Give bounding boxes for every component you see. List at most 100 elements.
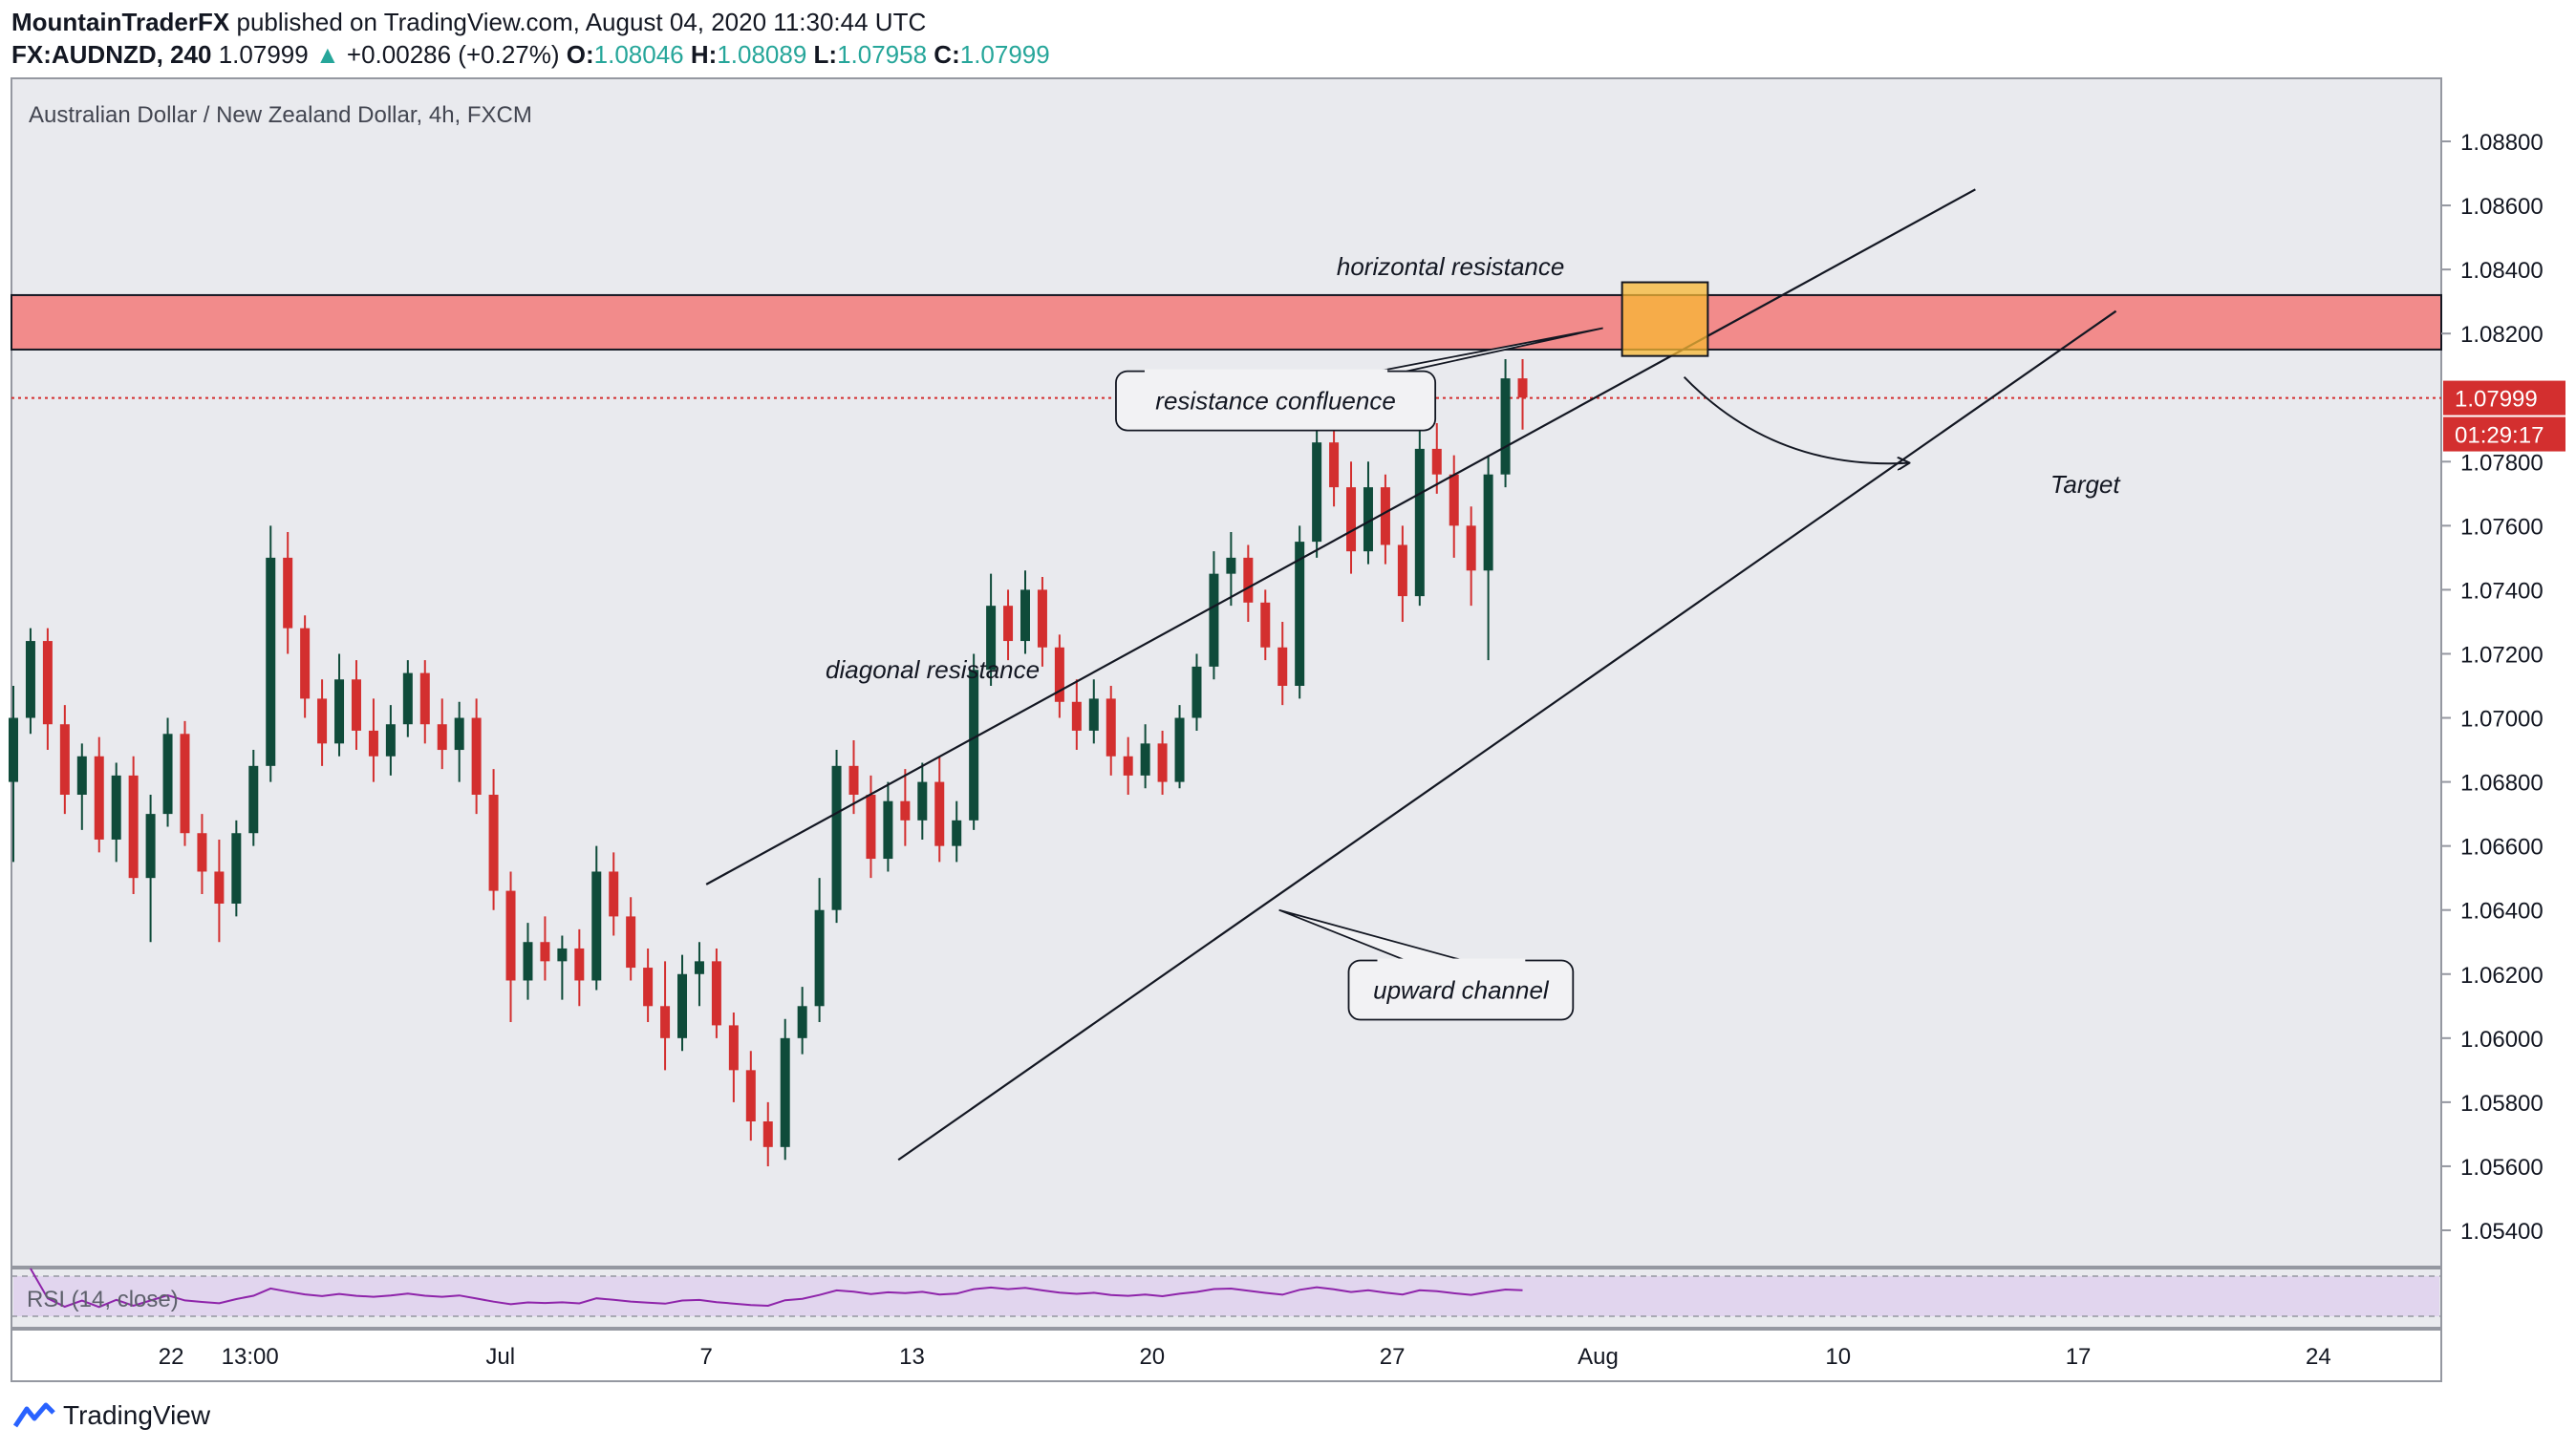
candle-body [111,775,121,840]
candle-body [1295,542,1305,686]
candle [866,775,876,879]
candle-body [883,800,893,860]
candle [317,679,328,766]
candle [797,987,807,1055]
countdown-badge-bg [2443,416,2565,452]
y-tick-label: 1.06600 [2460,835,2544,861]
candle [1295,525,1305,699]
diagonal-resistance-label[interactable]: diagonal resistance [826,655,1040,684]
candle-body [1466,525,1476,571]
candle-body [1226,557,1236,574]
candle-body [1260,602,1271,648]
candle [1226,532,1236,607]
horizontal-resistance-zone[interactable] [11,293,2442,351]
channel-support-line[interactable] [897,309,2117,1162]
candle-body [488,795,499,891]
upward-channel-label[interactable]: upward channel [1278,908,1575,1021]
low-label: L: [813,40,838,69]
candle-body [1243,557,1254,603]
candle [1346,461,1357,574]
candle [1020,570,1030,654]
candle [334,653,345,757]
candle-body [1346,487,1357,552]
y-tick-label: 1.05400 [2460,1219,2544,1245]
candle-body [1020,589,1030,642]
resistance-confluence-label[interactable]: resistance confluence [1115,327,1603,432]
candle-body [780,1037,790,1147]
y-tick-label: 1.07600 [2460,514,2544,540]
candle [934,756,945,863]
candle-body [797,1006,807,1038]
rsi-band [13,1276,2439,1316]
candle [1054,634,1064,718]
y-tick-label: 1.06000 [2460,1027,2544,1053]
candle-body [334,679,345,744]
y-tick-label: 1.07800 [2460,450,2544,476]
candle-body [728,1025,739,1071]
diagonal-resistance-line[interactable] [705,188,1976,885]
candle [728,1013,739,1102]
callout-gap [1144,369,1388,375]
candle [1449,455,1459,558]
author-name[interactable]: MountainTraderFX [11,8,230,36]
candle [1397,525,1407,622]
candle [814,878,825,1023]
candle-body [643,968,654,1007]
horizontal-resistance-label[interactable]: horizontal resistance [1337,252,1564,281]
tradingview-text: TradingView [63,1400,211,1430]
candle-body [437,724,447,751]
callout-tail [1377,327,1603,373]
candle-body [1106,698,1116,757]
candle [1363,461,1373,565]
y-tick-label: 1.07000 [2460,707,2544,733]
candle-body [574,948,585,981]
y-tick-label: 1.08800 [2460,130,2544,156]
candle-body [59,724,70,795]
time-axis-pane[interactable] [11,1329,2442,1382]
candle [9,686,18,863]
candle [1071,679,1082,751]
candle-body [969,670,979,821]
last-price-badge: 1.07999 01:29:17 [2443,380,2565,452]
chart-title: Australian Dollar / New Zealand Dollar, … [29,102,532,128]
target-arrow[interactable] [1683,375,1909,464]
candle [1260,589,1271,661]
change-arrow-icon: ▲ [314,40,340,69]
tradingview-logo[interactable]: TradingView [13,1400,210,1431]
candle-body [25,641,35,718]
candle [197,814,207,894]
x-tick-label: Jul [485,1344,515,1370]
candle-body [1191,666,1202,718]
resistance-confluence-box[interactable] [1621,281,1709,357]
candle-body [1071,701,1082,731]
candle-body [1449,474,1459,526]
x-tick-label: 22 [159,1344,184,1370]
candle [1431,423,1442,494]
candle-body [231,833,242,904]
candle-body [1174,717,1185,782]
target-label[interactable]: Target [2050,470,2122,499]
candle [300,615,311,718]
candle [831,750,842,924]
countdown-badge-text: 01:29:17 [2455,423,2544,449]
candle-body [197,833,207,872]
y-tick-label: 1.05600 [2460,1155,2544,1181]
y-tick-label: 1.05800 [2460,1091,2544,1117]
chart-pane[interactable] [11,77,2442,1268]
candle [1380,474,1390,565]
candle [419,660,430,744]
candle [180,720,190,846]
candle-body [1363,487,1373,552]
candle [351,660,361,751]
annotation-text: upward channel [1373,976,1550,1005]
candle [745,1051,756,1141]
symbol-info: FX:AUDNZD, 240 1.07999 ▲ +0.00286 (+0.27… [11,40,1050,70]
candle-body [385,724,396,757]
candle-body [540,942,550,962]
candle-body [42,641,53,725]
close-value: 1.07999 [959,40,1050,69]
candle [402,660,413,737]
candle-body [848,765,859,795]
symbol-label: FX:AUDNZD, 240 [11,40,212,69]
